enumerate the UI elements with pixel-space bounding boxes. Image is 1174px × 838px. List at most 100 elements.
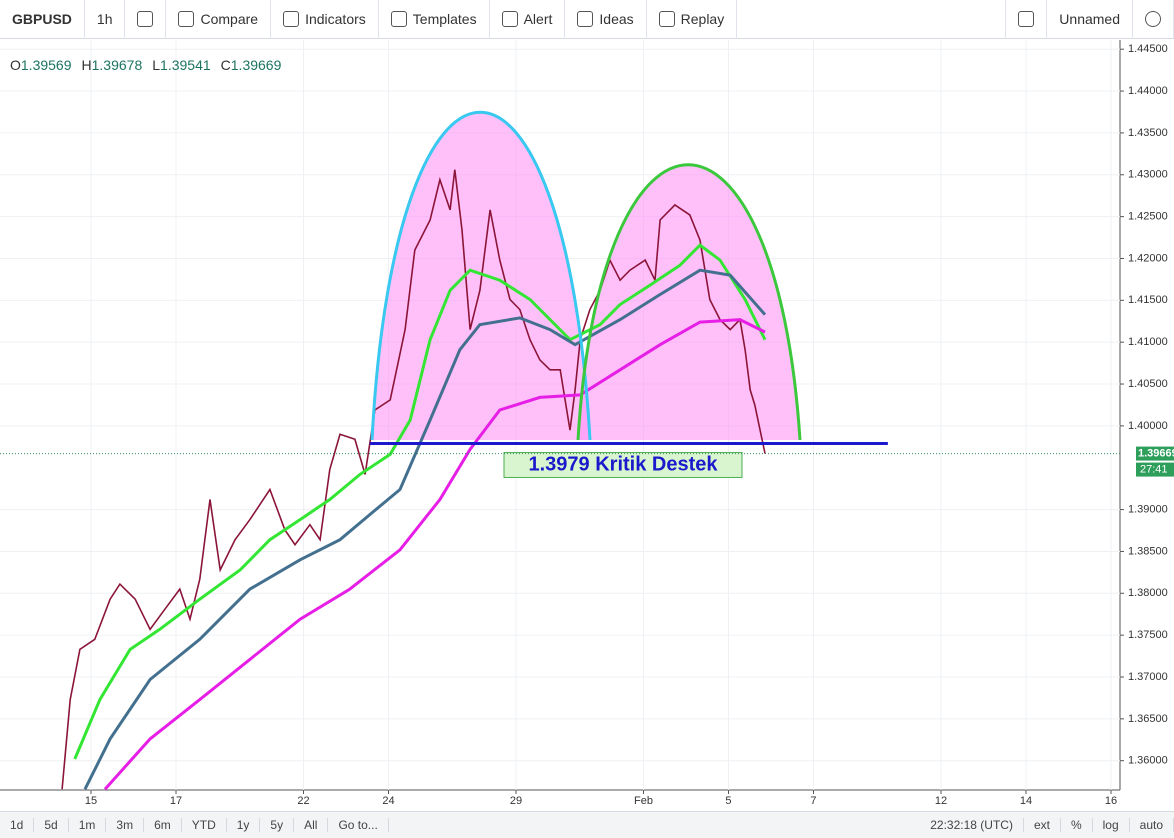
scale-option[interactable]: ext [1024, 818, 1061, 832]
x-tick-label: 5 [725, 795, 731, 807]
icon [577, 11, 594, 27]
goto-button[interactable]: Go to... [328, 818, 389, 832]
icon [658, 11, 675, 27]
icon [1145, 11, 1161, 27]
button-label: Alert [523, 11, 553, 27]
y-tick-label: 1.39000 [1128, 503, 1168, 515]
range-button[interactable]: 5d [34, 818, 69, 832]
plot [61, 169, 767, 791]
y-tick-label: 1.44500 [1128, 43, 1168, 55]
settings[interactable] [1133, 0, 1174, 39]
ohlc-key: H [81, 57, 92, 73]
x-tick-label: 12 [935, 795, 947, 807]
x-tick-label: Feb [634, 795, 653, 807]
range-button[interactable]: 3m [106, 818, 145, 832]
range-button[interactable]: 1y [227, 818, 261, 832]
ohlc-value: 1.39541 [160, 57, 211, 73]
ohlc-item: H 1.39678 [82, 57, 143, 73]
x-tick-label: 24 [382, 795, 394, 807]
range-button[interactable]: YTD [182, 818, 227, 832]
y-tick-label: 1.36500 [1128, 713, 1168, 725]
toolbar: GBPUSD 1h Compare Indicators Templates Aler… [0, 0, 1174, 39]
countdown-box [1136, 462, 1174, 477]
x-tick-label: 29 [510, 795, 522, 807]
overlay: 1.36000 1.36500 1.37000 1.37500 1.38000 1.385… [0, 43, 1174, 807]
range-button[interactable]: 1d [0, 818, 35, 832]
y-tick-label: 1.40500 [1128, 378, 1168, 390]
series-line [83, 268, 767, 790]
ohlc-item: L 1.39541 [152, 57, 210, 73]
chart: 1.36000 1.36500 1.37000 1.37500 1.38000 1.385… [0, 40, 1174, 811]
y-tick-label: 1.44000 [1128, 85, 1168, 97]
series-line [61, 169, 766, 790]
y-tick-label: 1.43500 [1128, 127, 1168, 139]
toolbar-button[interactable]: Replay [647, 0, 738, 39]
countdown-label: 27:41 [1140, 463, 1168, 475]
y-tick-label: 1.41000 [1128, 336, 1168, 348]
x-tick-label: 16 [1105, 795, 1117, 807]
y-tick-label: 1.37000 [1128, 671, 1168, 683]
y-tick-label: 1.36000 [1128, 755, 1168, 767]
toolbar-button[interactable]: Templates [379, 0, 490, 39]
x-tick-label: 15 [85, 795, 97, 807]
symbol[interactable]: GBPUSD [0, 0, 85, 39]
toolbar-button[interactable]: Ideas [565, 0, 647, 39]
arc-drawing[interactable] [370, 111, 592, 441]
interval[interactable]: 1h [85, 0, 126, 39]
scale-option[interactable]: % [1061, 818, 1093, 832]
ohlc-legend: O 1.39569 H 1.39678 L 1.39541 C 1.39669 [10, 57, 281, 73]
arc-drawing[interactable] [576, 163, 802, 441]
toolbar-button[interactable]: Indicators [271, 0, 379, 39]
icon [283, 11, 300, 27]
ohlc-value: 1.39669 [230, 57, 282, 73]
button-label: Ideas [599, 11, 634, 27]
annotation-box [503, 451, 743, 478]
y-tick-label: 1.41500 [1128, 294, 1168, 306]
clock: 22:32:18 (UTC) [920, 818, 1024, 832]
range-button[interactable]: 1m [69, 818, 107, 832]
y-tick-label: 1.37500 [1128, 629, 1168, 641]
y-tick-label: 1.42000 [1128, 252, 1168, 264]
y-tick-label: 1.40000 [1128, 420, 1168, 432]
ohlc-key: C [220, 57, 231, 73]
icon [390, 11, 407, 27]
scale-option[interactable]: log [1093, 818, 1130, 832]
last-price-box [1136, 446, 1174, 461]
x-tick-label: 7 [810, 795, 816, 807]
fullscreen[interactable] [1005, 0, 1048, 39]
toolbar-button[interactable]: Alert [490, 0, 566, 39]
ohlc-item: C 1.39669 [221, 57, 282, 73]
ohlc-key: O [10, 57, 21, 73]
layout-name[interactable]: Unnamed [1047, 0, 1133, 39]
toolbar-button[interactable]: Compare [166, 0, 272, 39]
y-tick-label: 1.38500 [1128, 545, 1168, 557]
icon [178, 11, 195, 27]
range-button[interactable]: 6m [144, 818, 182, 832]
chart-style[interactable] [125, 0, 167, 39]
pattern-fill [578, 164, 800, 440]
series-line [73, 243, 767, 760]
icon [137, 11, 154, 27]
y-tick-label: 1.43000 [1128, 169, 1168, 181]
range-button[interactable]: 5y [260, 818, 295, 832]
toolbar-buttons: Compare Indicators Templates Alert Ideas Repl… [166, 0, 738, 39]
range-button[interactable]: All [294, 818, 329, 832]
ohlc-key: L [152, 57, 161, 73]
x-tick-label: 22 [297, 795, 309, 807]
y-tick-label: 1.42500 [1128, 211, 1168, 223]
last-price-label: 1.39669 [1138, 447, 1174, 459]
button-label: Templates [412, 11, 477, 27]
annotation-label: 1.3979 Kritik Destek [528, 454, 718, 476]
ohlc-item: O 1.39569 [10, 57, 72, 73]
bottom-bar: 1d 5d 1m 3m 6m YTD 1y 5y All Go to... 22:32:18 (UT… [0, 811, 1174, 838]
button-label: Compare [200, 11, 259, 27]
icon [1018, 11, 1035, 27]
icon [501, 11, 518, 27]
price-axis [1120, 40, 1174, 811]
x-tick-label: 14 [1020, 795, 1032, 807]
button-label: Replay [680, 11, 725, 27]
scale-option[interactable]: auto [1130, 818, 1174, 832]
ohlc-value: 1.39569 [20, 57, 72, 73]
button-label: Indicators [305, 11, 366, 27]
